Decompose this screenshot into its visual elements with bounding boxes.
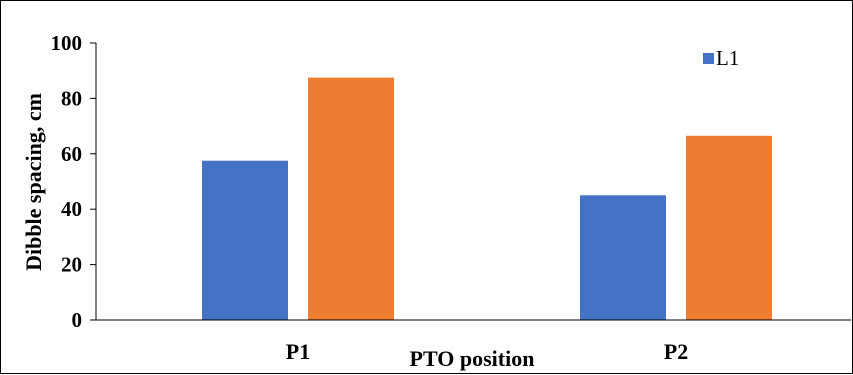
y-tick-label: 20 xyxy=(61,253,82,277)
y-tick-label: 40 xyxy=(61,197,82,221)
legend: L1 xyxy=(703,46,739,70)
y-tick-labels: 0 20 40 60 80 100 xyxy=(51,31,96,332)
x-category-label-p2: P2 xyxy=(664,339,688,364)
y-tick-label: 0 xyxy=(72,308,83,332)
bar-series2-p2 xyxy=(686,135,772,320)
x-category-label-p1: P1 xyxy=(286,339,310,364)
x-category-labels: P1 P2 xyxy=(286,339,688,364)
y-tick-label: 80 xyxy=(61,86,82,110)
bars-layer xyxy=(202,77,772,320)
y-tick-label: 60 xyxy=(61,142,82,166)
bar-series1-p2 xyxy=(580,195,666,320)
y-tick-label: 100 xyxy=(51,31,83,55)
legend-swatch-l1 xyxy=(703,53,714,64)
y-axis-title: Dibble spacing, cm xyxy=(21,93,46,271)
axes-layer xyxy=(95,43,851,321)
x-axis-title: PTO position xyxy=(410,346,535,371)
bar-series1-p1 xyxy=(202,160,288,320)
legend-label-l1: L1 xyxy=(716,46,739,70)
bar-series2-p1 xyxy=(308,77,394,320)
